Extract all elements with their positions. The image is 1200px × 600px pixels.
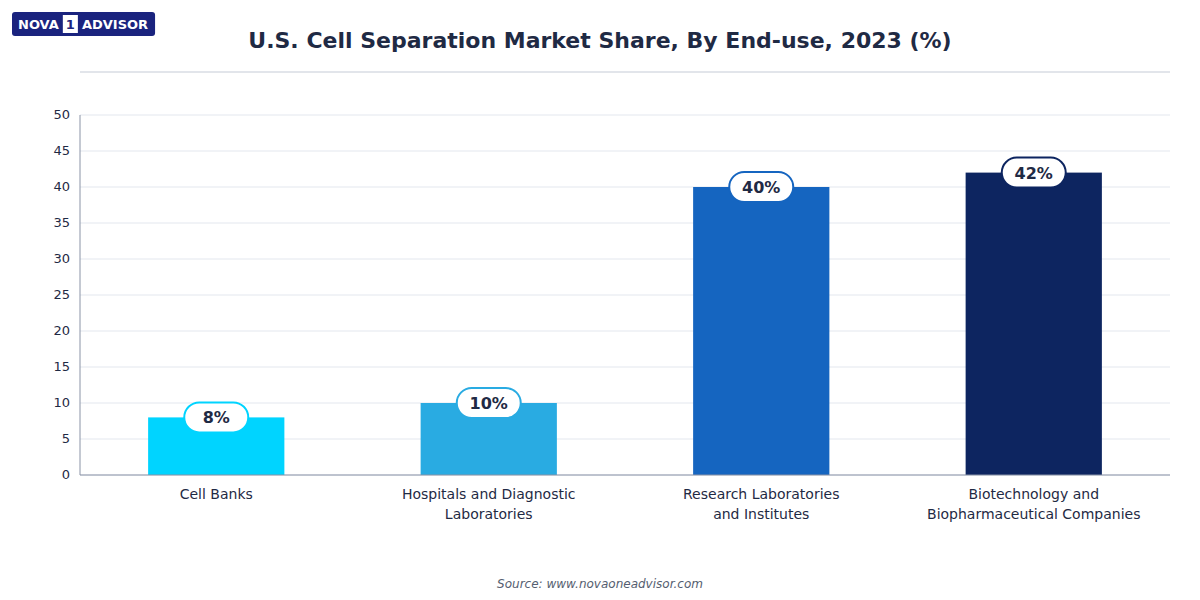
x-axis-line [80,475,1170,476]
grid-line [80,151,1170,152]
y-tick-label: 10 [53,395,70,410]
y-tick-label: 35 [53,215,70,230]
grid-line [80,115,1170,116]
y-tick-label: 5 [62,431,70,446]
logo: NOVA 1 ADVISOR [12,12,155,36]
chart: U.S. Cell Separation Market Share, By En… [0,0,1200,600]
source-note: Source: www.novaoneadvisor.com [497,577,703,591]
logo-text: 1 [66,17,75,32]
x-tick-label: Cell Banks [180,486,253,502]
data-label-background [729,172,793,202]
logo-text: ADVISOR [82,17,148,32]
data-label: 40% [742,178,780,197]
title-rule [80,72,1170,73]
y-tick-label: 15 [53,359,70,374]
logo-background [12,12,155,36]
data-label-background [457,388,521,418]
x-tick-label: Research Laboratoriesand Institutes [683,486,839,522]
y-tick-label: 45 [53,143,70,158]
y-tick-label: 20 [53,323,70,338]
x-axis: Cell Banks Hospitals and DiagnosticLabora… [180,486,1141,522]
y-tick-label: 25 [53,287,70,302]
y-axis: 0 5 10 15 20 25 30 35 40 45 50 [53,107,70,482]
data-label-background [1002,158,1066,188]
y-tick-label: 40 [53,179,70,194]
y-tick-label: 50 [53,107,70,122]
bars [148,173,1102,475]
y-tick-label: 30 [53,251,70,266]
y-tick-label: 0 [62,467,70,482]
y-axis-line [80,115,81,475]
data-label: 10% [470,394,508,413]
grid [80,115,1170,475]
title: U.S. Cell Separation Market Share, By En… [248,28,951,53]
x-tick-label: Hospitals and DiagnosticLaboratories [402,486,576,522]
data-label: 42% [1015,164,1053,183]
background [0,0,1200,600]
logo-text: NOVA [18,17,59,32]
data-label-background [184,402,248,432]
grid-line [80,475,1170,476]
x-tick-label: Biotechnology andBiopharmaceutical Compa… [927,486,1140,522]
data-label: 8% [203,408,230,427]
chart-container: U.S. Cell Separation Market Share, By En… [0,0,1200,600]
bar [693,187,829,475]
logo-box [63,15,78,33]
data-labels: 8% 10% 40% 42% [184,158,1066,433]
bar [966,173,1102,475]
